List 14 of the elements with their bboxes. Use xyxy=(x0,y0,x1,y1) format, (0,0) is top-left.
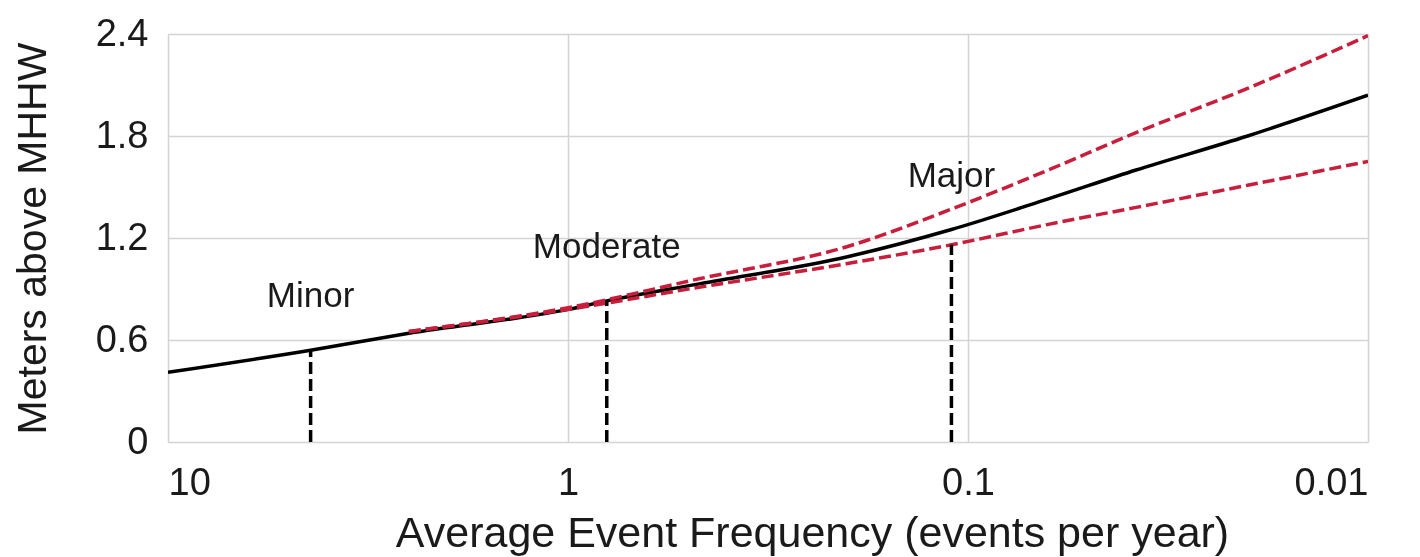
x-tick-label: 10 xyxy=(168,460,211,503)
x-tick-label: 0.1 xyxy=(942,460,995,503)
y-tick-label: 1.2 xyxy=(95,215,149,258)
y-axis-title: Meters above MHHW xyxy=(8,42,55,435)
x-tick-label: 1 xyxy=(557,460,580,503)
x-axis-title: Average Event Frequency (events per year) xyxy=(395,507,1230,556)
y-tick-label: 0.6 xyxy=(95,317,149,360)
y-tick-label: 0 xyxy=(127,419,149,462)
y-tick-label: 2.4 xyxy=(95,11,149,54)
x-tick-label: 0.01 xyxy=(1294,460,1369,503)
annotation: Moderate xyxy=(532,225,681,265)
annotation: Minor xyxy=(266,275,355,315)
annotation: Major xyxy=(907,154,996,194)
y-tick-label: 1.8 xyxy=(95,113,149,156)
